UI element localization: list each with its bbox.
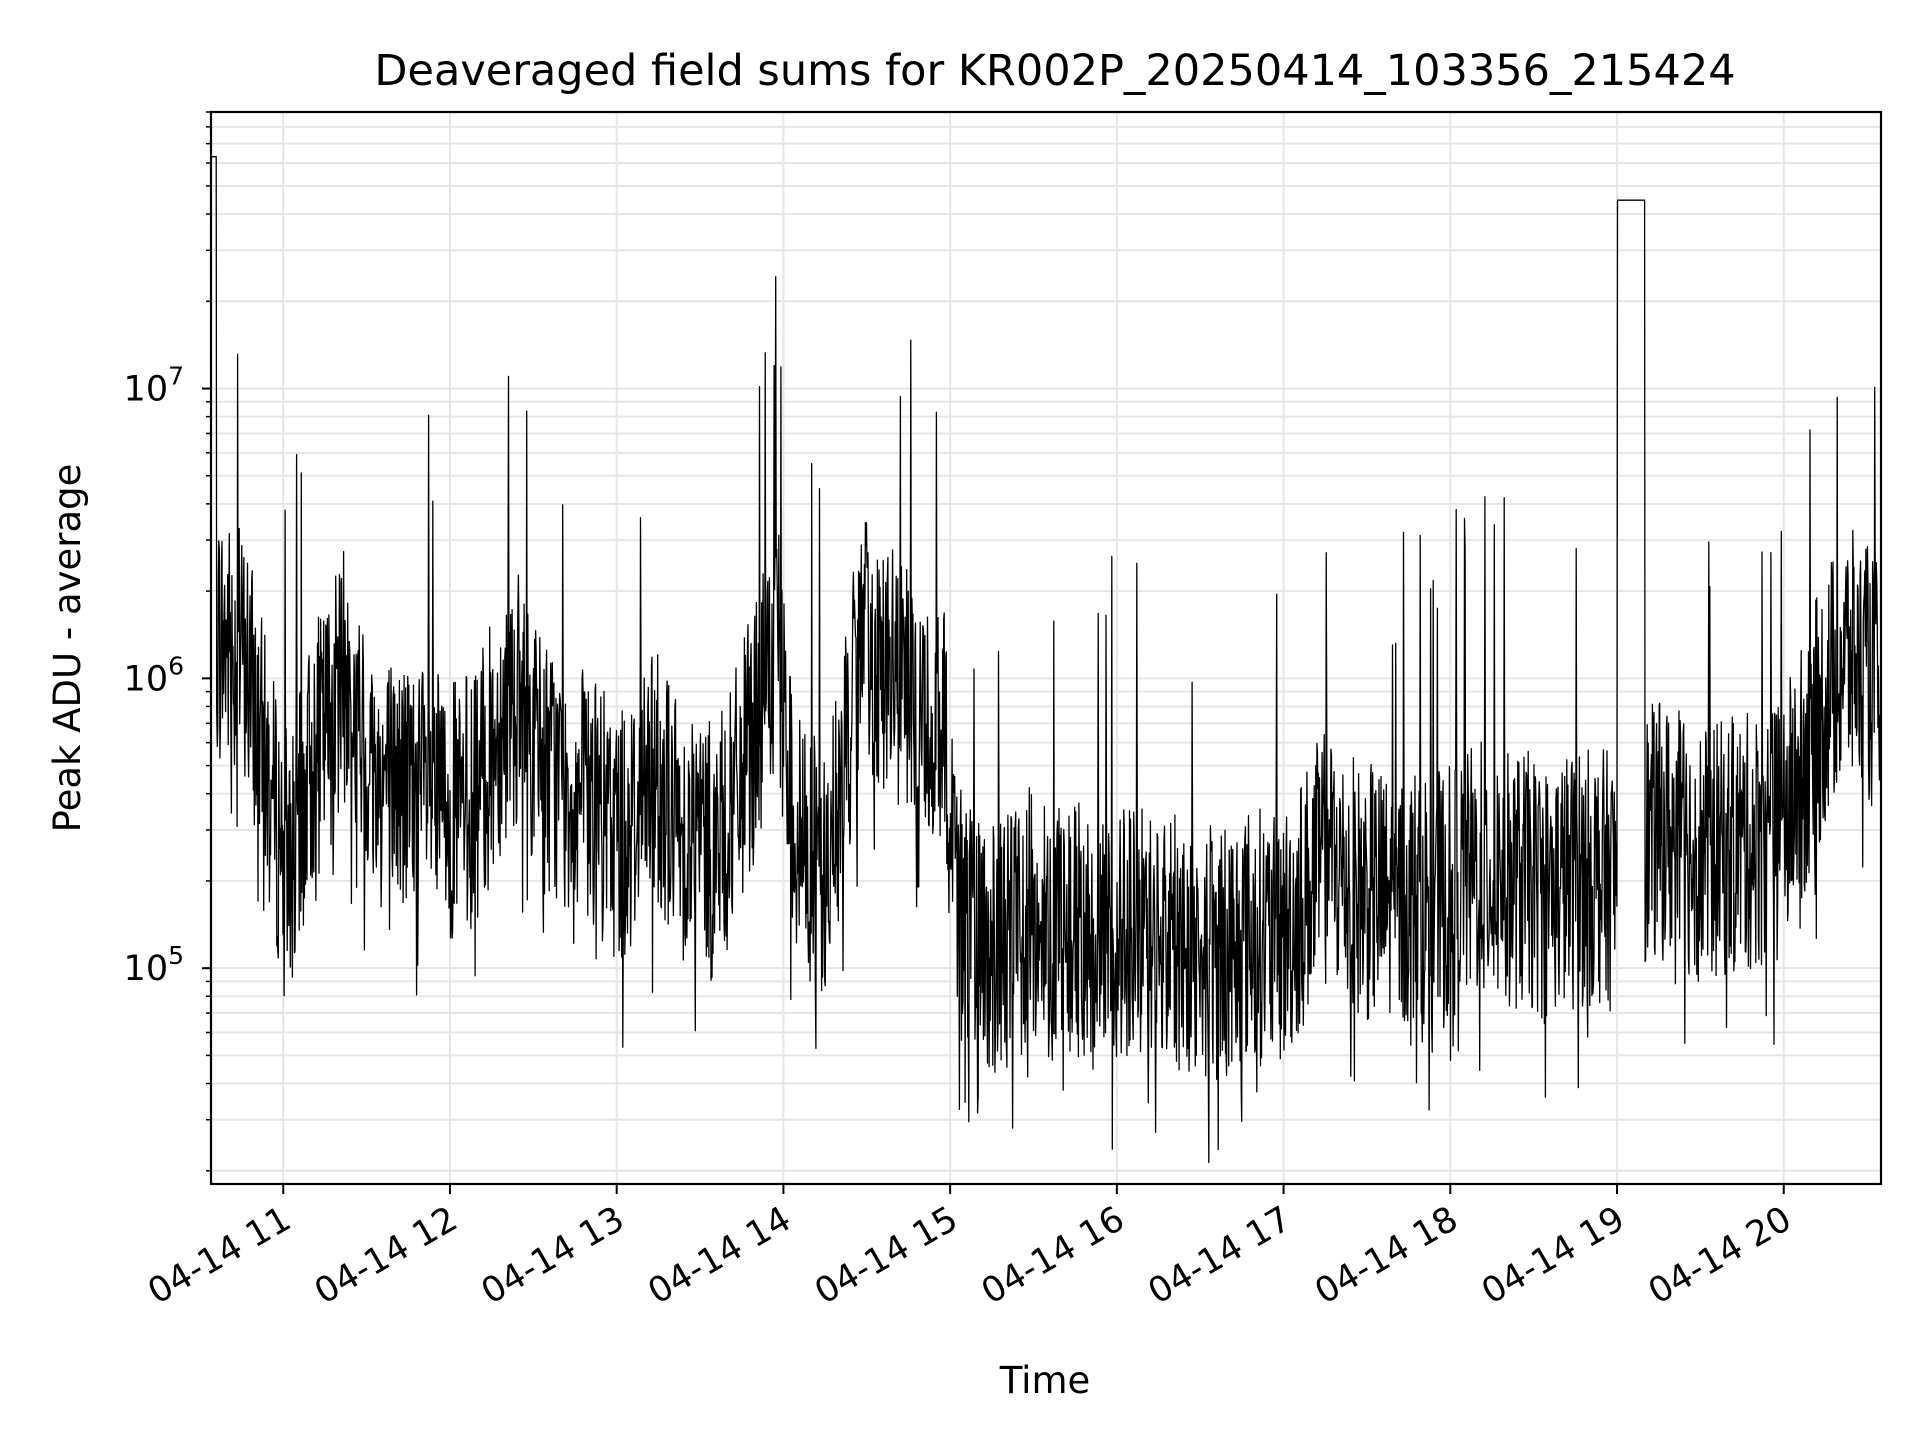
y-tick-label: 105 bbox=[124, 941, 184, 989]
x-axis: 04-14 11 04-14 12 04-14 13 04-14 14 04-14 15… bbox=[141, 1184, 1798, 1312]
x-tick-label: 04-14 16 bbox=[975, 1199, 1131, 1312]
plot-frame bbox=[209, 110, 1883, 1186]
y-axis: 105 106 107 bbox=[124, 111, 211, 1172]
x-tick-label: 04-14 19 bbox=[1475, 1199, 1631, 1312]
x-tick-label: 04-14 12 bbox=[308, 1199, 464, 1312]
y-tick-label: 107 bbox=[124, 362, 184, 410]
x-tick-label: 04-14 11 bbox=[141, 1199, 297, 1312]
x-tick-label: 04-14 20 bbox=[1642, 1199, 1798, 1312]
x-tick-label: 04-14 18 bbox=[1309, 1199, 1465, 1312]
series-line bbox=[210, 156, 1882, 1164]
y-axis-label: Peak ADU - average bbox=[46, 464, 89, 833]
grid bbox=[211, 111, 1881, 1184]
x-tick-label: 04-14 13 bbox=[475, 1199, 631, 1312]
y-tick-label: 106 bbox=[124, 651, 184, 699]
x-tick-label: 04-14 17 bbox=[1142, 1199, 1298, 1312]
x-axis-label: Time bbox=[999, 1359, 1091, 1402]
x-tick-label: 04-14 14 bbox=[642, 1199, 798, 1312]
chart-title: Deaveraged field sums for KR002P_2025041… bbox=[374, 46, 1735, 96]
x-tick-label: 04-14 15 bbox=[808, 1199, 964, 1312]
